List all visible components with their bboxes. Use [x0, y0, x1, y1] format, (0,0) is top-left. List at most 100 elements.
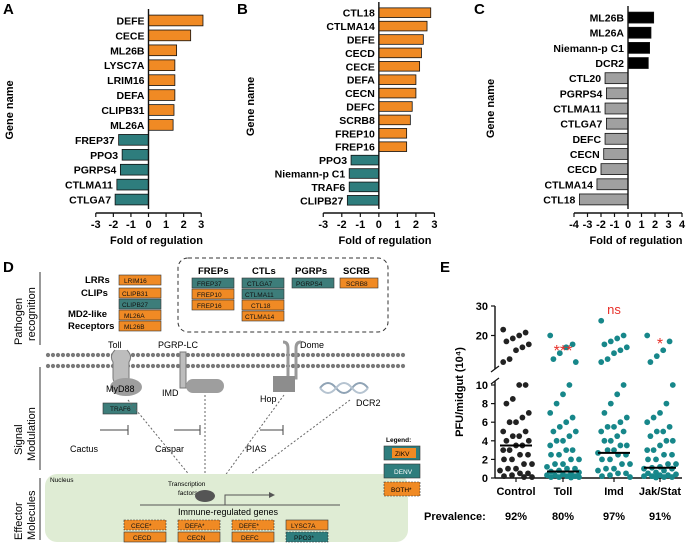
membrane-bead: [230, 363, 236, 369]
membrane-bead: [200, 363, 206, 369]
box-clipb31-label: CLIPB31: [122, 291, 148, 298]
dot-imd: [604, 423, 611, 430]
bar-a-pgrps4: [119, 163, 149, 176]
box-gene-cecn-label: CECN: [187, 535, 206, 542]
dot-imd: [611, 350, 617, 357]
bar-chart-a: DEFE CECE ML26B LYSC7A LRIM16 DEFA CLIPB31 ML26…: [4, 9, 204, 247]
gene-label-a-ml26a: ML26A: [110, 120, 145, 132]
section-label-signal: SignalModulation: [13, 407, 38, 461]
membrane-bead: [265, 363, 271, 369]
dot-toll: [572, 428, 579, 435]
membrane-bead: [200, 352, 206, 358]
membrane-bead: [215, 352, 221, 358]
membrane-bead: [85, 352, 91, 358]
dot-imd: [607, 456, 613, 463]
membrane-bead: [250, 363, 256, 369]
x-tick-label-a-4: 1: [163, 219, 169, 231]
promoter-arrowhead: [269, 492, 275, 498]
box-traf6: [102, 402, 138, 415]
box-clipb31: [118, 287, 162, 299]
dot-jak-stat: [666, 338, 673, 345]
membrane-bead: [400, 363, 406, 369]
dot-imd: [604, 356, 611, 362]
x-tick-label-b-6: 3: [431, 219, 437, 231]
title-freps: FREPs: [198, 266, 229, 277]
dot-jak-stat: [660, 347, 667, 354]
panel-letter-e: E: [440, 259, 450, 276]
label-transcription-factors: Transcription factors: [168, 481, 207, 497]
membrane-bead: [255, 352, 261, 358]
dot-control: [521, 461, 527, 467]
gene-label-b-clipb27: CLIPB27: [300, 195, 343, 207]
gene-label-a-cece: CECE: [115, 30, 144, 42]
membrane-bead: [205, 363, 211, 369]
membrane-bead: [250, 352, 256, 358]
membrane-bead: [240, 352, 246, 358]
dot-jak-stat: [647, 359, 654, 365]
dot-control: [522, 428, 529, 435]
y-tick-label-upper-1: 30: [476, 301, 488, 313]
gene-label-b-cecd: CECD: [345, 48, 375, 60]
bar-a-lysc7a: [148, 59, 176, 72]
y-tick-label-lower-4: 8: [482, 399, 488, 411]
membrane-bead: [290, 352, 296, 358]
gene-label-c-ctl18: CTL18: [543, 194, 575, 206]
dot-imd: [623, 442, 630, 449]
dot-control: [501, 473, 507, 480]
membrane-bead: [155, 352, 161, 358]
box-gene-defa-label: DEFA*: [185, 523, 205, 530]
membrane-bead: [70, 352, 76, 358]
y-tick-label-lower-1: 2: [482, 454, 488, 466]
bar-chart-c: ML26B ML26A Niemann-p C1 DCR2 CTL20 PGRPS4 CTL…: [485, 6, 686, 247]
membrane-bead: [225, 363, 231, 369]
membrane-bead: [380, 352, 386, 358]
dot-imd: [614, 391, 621, 398]
x-tick-label-c-0: -4: [569, 219, 580, 231]
dot-jak-stat: [660, 428, 667, 435]
dot-toll: [576, 456, 582, 463]
membrane-bead: [160, 352, 166, 358]
gene-label-c-ctlma14: CTLMA14: [545, 179, 594, 191]
membrane-bead: [310, 363, 316, 369]
membrane-bead: [300, 363, 306, 369]
membrane-bead: [220, 363, 226, 369]
dot-imd: [611, 465, 617, 472]
arrow-dcr2-to-nucleus: [231, 399, 351, 489]
membrane-bead: [145, 363, 151, 369]
membrane-bead: [235, 352, 241, 358]
bar-b-cece: [378, 61, 421, 72]
membrane-bead: [350, 352, 356, 358]
panel-letter-b: B: [237, 1, 248, 18]
membrane-bead: [360, 363, 366, 369]
x-tick-label-a-5: 2: [181, 219, 187, 231]
dot-control: [513, 419, 519, 426]
gene-label-b-frep10: FREP10: [335, 128, 375, 140]
bar-b-cecn: [378, 87, 417, 99]
x-axis-title-c: Fold of regulation: [590, 235, 683, 247]
dot-control: [506, 419, 513, 426]
dot-imd: [611, 423, 617, 430]
membrane-bead: [95, 352, 101, 358]
membrane-bead: [65, 363, 71, 369]
bar-a-defa: [148, 89, 176, 101]
dot-control: [522, 382, 529, 388]
gene-label-b-defe: DEFE: [347, 35, 375, 47]
membrane-bead: [305, 363, 311, 369]
membrane-bead: [360, 352, 366, 358]
x-tick-label-c-1: -3: [583, 219, 593, 231]
x-tick-label-c-3: -1: [610, 219, 620, 231]
gene-label-a-lrim16: LRIM16: [107, 75, 145, 87]
membrane-bead: [70, 363, 76, 369]
dot-control: [500, 428, 507, 435]
bar-c-ml26a: [627, 26, 652, 39]
gene-label-a-ppo3: PPO3: [90, 150, 118, 162]
gene-label-b-defc: DEFC: [346, 102, 375, 114]
dot-toll: [569, 341, 576, 348]
bar-a-frep37: [118, 134, 149, 146]
x-axis-title-b: Fold of regulation: [339, 235, 432, 247]
x-tick-label-c-4: 0: [625, 219, 631, 231]
membrane-bead: [85, 363, 91, 369]
dot-toll: [550, 428, 557, 435]
membrane-bead: [280, 363, 286, 369]
box-ctlma11: [241, 288, 285, 300]
